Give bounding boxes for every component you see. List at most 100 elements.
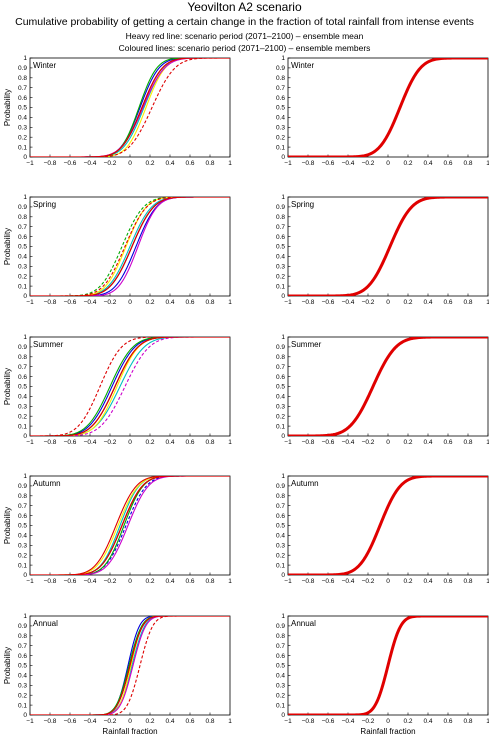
y-tick-label: 0.9 (276, 204, 285, 211)
x-tick-label: −0.4 (342, 439, 355, 446)
y-tick-label: 0.2 (18, 552, 27, 559)
x-tick-label: 0.2 (403, 160, 412, 167)
x-tick-label: 0 (128, 299, 132, 306)
member-line-6 (30, 337, 230, 436)
x-tick-label: −0.2 (362, 439, 375, 446)
y-tick-label: 0.9 (276, 344, 285, 351)
y-tick-label: 0.2 (18, 413, 27, 420)
x-tick-label: 1 (486, 578, 489, 585)
x-tick-label: −1 (26, 718, 34, 725)
y-tick-label: 1 (281, 194, 285, 201)
y-tick-label: 0 (281, 293, 285, 300)
season-label: Winter (33, 61, 56, 70)
x-tick-label: −1 (284, 718, 292, 725)
y-tick-label: 1 (281, 473, 285, 480)
y-tick-label: 0.3 (18, 264, 27, 271)
y-tick-label: 0.7 (18, 85, 27, 92)
member-line-4 (30, 476, 230, 575)
chart-summer-members: −1 −0.8 −0.6 −0.4 −0.2 0 0.2 0.4 0.6 0.8 1 0 0.1 0.2 0… (3, 334, 232, 446)
legend-note-members: Coloured lines: scenario period (2071–21… (118, 43, 371, 53)
y-tick-label: 0.7 (18, 224, 27, 231)
x-tick-label: −0.6 (322, 439, 335, 446)
x-tick-label: 0.4 (165, 718, 174, 725)
y-tick-label: 0.5 (18, 105, 27, 112)
y-tick-label: 0.5 (276, 244, 285, 251)
x-tick-label: 0.8 (463, 718, 472, 725)
season-label: Summer (291, 340, 322, 349)
member-line-4 (30, 197, 230, 296)
y-tick-label: 0.9 (276, 623, 285, 630)
y-tick-label: 0.6 (18, 234, 27, 241)
member-line-0 (30, 476, 230, 575)
y-tick-label: 0.8 (18, 75, 27, 82)
x-tick-label: −0.2 (362, 160, 375, 167)
y-tick-label: 0 (23, 433, 27, 440)
y-tick-label: 0.4 (276, 115, 285, 122)
y-tick-label: 0.1 (18, 144, 27, 151)
y-tick-label: 0.7 (276, 503, 285, 510)
y-tick-label: 1 (23, 334, 27, 341)
y-tick-label: 0.5 (276, 384, 285, 391)
x-tick-label: 0.4 (165, 578, 174, 585)
x-tick-label: 0.6 (185, 718, 194, 725)
member-line-3 (30, 476, 230, 575)
x-tick-label: −0.2 (362, 718, 375, 725)
y-tick-label: 0.3 (276, 683, 285, 690)
y-tick-label: 0.2 (18, 692, 27, 699)
x-tick-label: −0.6 (64, 299, 77, 306)
y-tick-label: 0.4 (18, 533, 27, 540)
member-line-1 (30, 337, 230, 436)
chart-autumn-members: −1 −0.8 −0.6 −0.4 −0.2 0 0.2 0.4 0.6 0.8 1 0 0.1 0.2 0… (3, 473, 232, 585)
x-tick-label: −0.4 (84, 578, 97, 585)
x-tick-label: −0.8 (44, 718, 57, 725)
x-tick-label: 1 (228, 439, 232, 446)
y-axis-label: Probability (3, 228, 12, 265)
ensemble-mean-line (288, 337, 488, 436)
y-tick-label: 0.8 (276, 214, 285, 221)
x-tick-label: −0.4 (342, 299, 355, 306)
ensemble-mean-line (288, 476, 488, 575)
chart-autumn-mean: −1 −0.8 −0.6 −0.4 −0.2 0 0.2 0.4 0.6 0.8 1 0 0.1 0.2 0… (276, 473, 489, 585)
x-tick-label: −0.4 (342, 160, 355, 167)
y-tick-label: 0.8 (18, 633, 27, 640)
y-tick-label: 0.2 (276, 552, 285, 559)
y-tick-label: 0.7 (276, 224, 285, 231)
x-tick-label: 1 (486, 439, 489, 446)
chart-winter-members: −1 −0.8 −0.6 −0.4 −0.2 0 0.2 0.4 0.6 0.8 1 0 0.1 0.2 0… (3, 55, 232, 167)
x-tick-label: −0.6 (322, 299, 335, 306)
season-label: Spring (33, 200, 56, 209)
member-line-4 (30, 616, 230, 715)
member-line-6 (30, 616, 230, 715)
x-tick-label: 0.8 (205, 578, 214, 585)
x-tick-label: 0.6 (443, 160, 452, 167)
y-tick-label: 0.4 (18, 115, 27, 122)
plot-frame (287, 336, 489, 437)
member-line-1 (30, 616, 230, 715)
x-tick-label: −0.2 (362, 578, 375, 585)
member-line-3 (30, 58, 230, 157)
y-tick-label: 0.5 (18, 384, 27, 391)
x-tick-label: −0.8 (302, 718, 315, 725)
figure-title: Yeovilton A2 scenario (187, 0, 302, 14)
x-tick-label: 0.6 (443, 578, 452, 585)
y-tick-label: 0.2 (276, 692, 285, 699)
y-tick-label: 0 (281, 712, 285, 719)
x-tick-label: 1 (228, 299, 232, 306)
chart-annual-mean: −1 −0.8 −0.6 −0.4 −0.2 0 0.2 0.4 0.6 0.8 1 0 0.1 0.2 0… (276, 613, 489, 735)
y-axis-label: Probability (3, 368, 12, 405)
x-tick-label: 0.4 (165, 160, 174, 167)
y-tick-label: 0.5 (18, 523, 27, 530)
x-tick-label: −0.8 (302, 578, 315, 585)
member-line-6 (30, 58, 230, 157)
x-tick-label: 0 (386, 718, 390, 725)
y-tick-label: 0 (281, 154, 285, 161)
y-tick-label: 0.7 (276, 85, 285, 92)
x-tick-label: 0 (128, 578, 132, 585)
x-tick-label: −0.8 (44, 578, 57, 585)
x-tick-label: 0.2 (145, 299, 154, 306)
x-tick-label: 0.6 (443, 299, 452, 306)
y-tick-label: 0.3 (18, 543, 27, 550)
y-tick-label: 1 (23, 613, 27, 620)
y-tick-label: 0.5 (276, 105, 285, 112)
